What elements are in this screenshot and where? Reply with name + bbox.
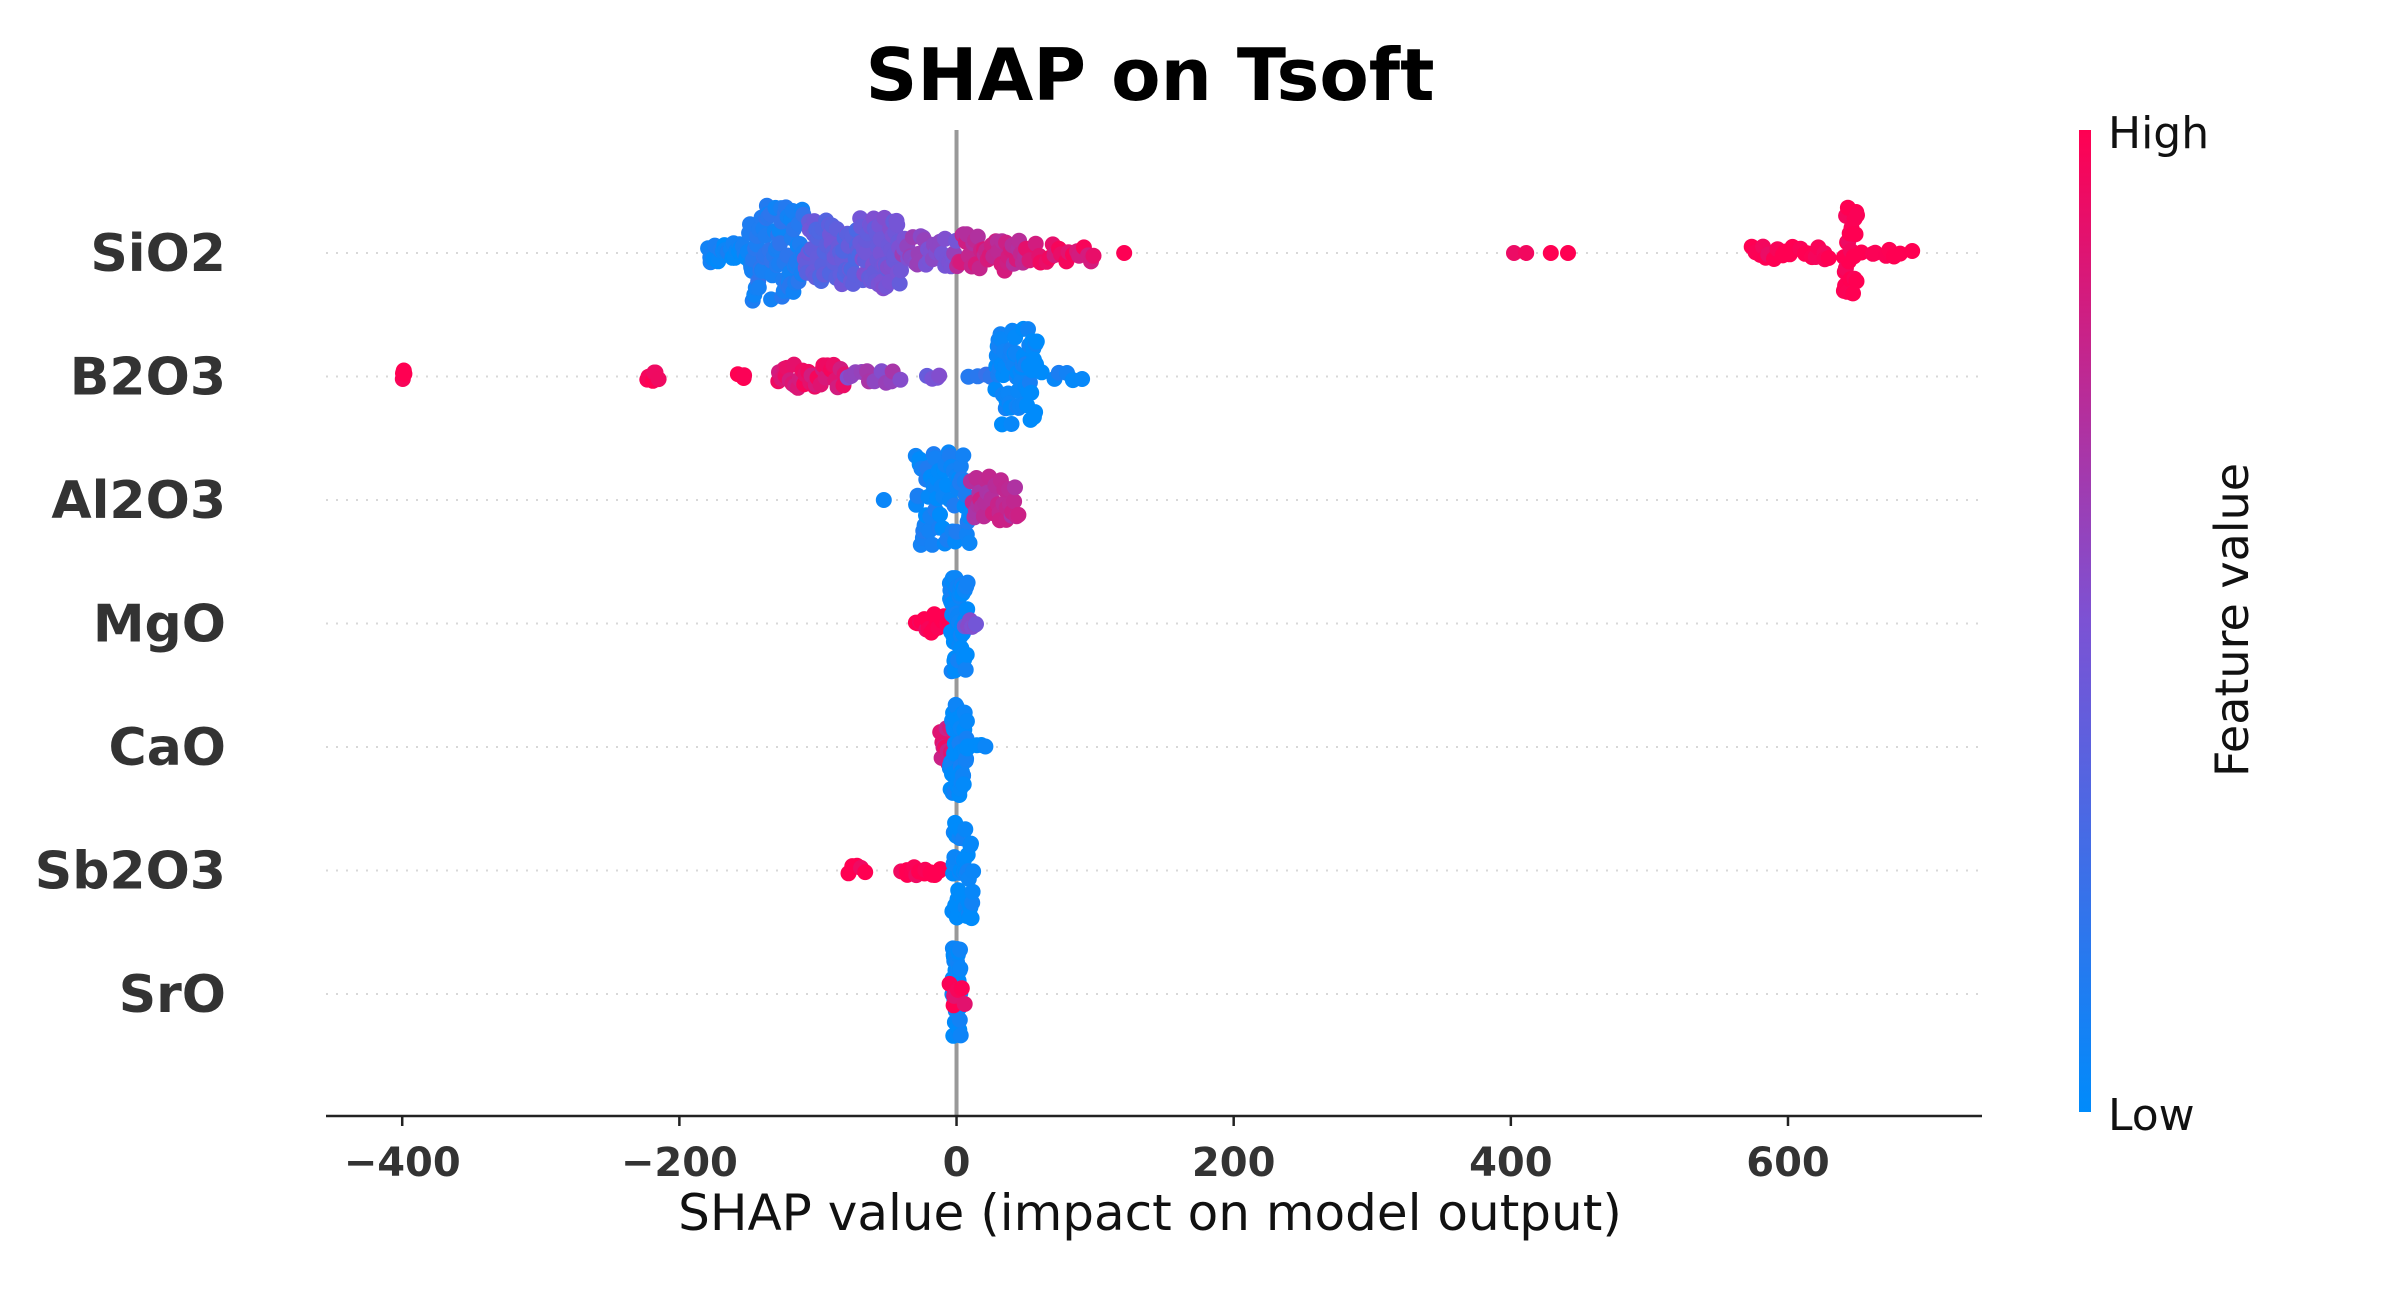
feature-label-sro: SrO: [119, 965, 226, 1025]
shap-point-sio2: [1027, 235, 1044, 252]
feature-label-sio2: SiO2: [90, 224, 226, 284]
shap-point-b2o3: [1033, 364, 1050, 381]
feature-label-b2o3: B2O3: [70, 348, 226, 408]
shap-point-sio2: [891, 275, 908, 292]
x-tick-label: 200: [1192, 1140, 1276, 1186]
shap-point-sio2: [1560, 245, 1576, 261]
shap-point-sb2o3: [957, 821, 974, 838]
shap-point-b2o3: [1027, 404, 1044, 421]
shap-point-al2o3: [924, 536, 941, 553]
x-tick-label: −400: [344, 1140, 461, 1186]
shap-point-al2o3: [932, 506, 948, 523]
shap-point-cao: [955, 776, 972, 793]
shap-point-sio2: [1904, 243, 1921, 259]
shap-point-sio2: [1542, 245, 1559, 261]
shap-point-cao: [977, 738, 994, 755]
shap-point-sio2: [858, 244, 874, 261]
shap-point-b2o3: [992, 331, 1009, 348]
shap-point-mgo: [968, 616, 984, 633]
shap-point-b2o3: [1074, 371, 1091, 387]
shap-point-sb2o3: [932, 861, 949, 878]
shap-point-al2o3: [961, 535, 978, 551]
chart-title: SHAP on Tsoft: [865, 33, 1434, 117]
x-tick-label: −200: [621, 1140, 738, 1186]
x-tick-label: 600: [1746, 1140, 1830, 1186]
x-tick-label: 400: [1469, 1140, 1553, 1186]
colorbar-title: Feature value: [2205, 463, 2259, 777]
shap-point-mgo: [958, 646, 975, 663]
shap-point-sb2o3: [963, 835, 979, 852]
shap-point-sb2o3: [964, 883, 981, 900]
shap-point-al2o3: [1010, 506, 1027, 523]
shap-point-al2o3: [875, 492, 892, 508]
shap-point-sio2: [893, 262, 909, 279]
shap-point-sio2: [1892, 245, 1909, 262]
shap-point-b2o3: [931, 367, 948, 384]
feature-label-sb2o3: Sb2O3: [35, 842, 226, 902]
row-gridlines: [326, 252, 1982, 995]
shap-point-b2o3: [1003, 416, 1020, 432]
shap-point-al2o3: [955, 447, 972, 464]
colorbar-high-label: High: [2108, 108, 2209, 159]
data-points: [394, 197, 1921, 1044]
shap-point-sio2: [969, 228, 986, 245]
shap-point-sro: [952, 941, 968, 958]
x-axis-ticks: −400 −200 0 200 400 600: [344, 1116, 1830, 1186]
shap-point-sb2o3: [963, 910, 980, 927]
feature-label-al2o3: Al2O3: [51, 471, 226, 531]
x-tick-label: 0: [943, 1140, 971, 1186]
colorbar-low-label: Low: [2108, 1090, 2195, 1141]
shap-point-al2o3: [1006, 493, 1023, 510]
shap-point-cao: [958, 713, 975, 730]
shap-point-sio2: [1849, 207, 1865, 224]
shap-point-sro: [951, 1011, 968, 1028]
shap-point-sro: [952, 1027, 969, 1044]
x-axis-label: SHAP value (impact on model output): [678, 1184, 1622, 1242]
shap-point-sio2: [1845, 285, 1861, 302]
shap-point-sio2: [1853, 244, 1870, 261]
shap-point-sro: [952, 960, 969, 977]
shap-point-sio2: [1820, 250, 1837, 266]
shap-point-b2o3: [736, 367, 753, 384]
shap-point-sio2: [750, 279, 767, 296]
shap-point-mgo: [959, 574, 976, 591]
feature-label-mgo: MgO: [93, 595, 226, 655]
shap-point-sb2o3: [857, 864, 874, 881]
shap-point-sio2: [1847, 226, 1864, 243]
shap-point-sio2: [1085, 247, 1102, 264]
shap-point-b2o3: [650, 371, 667, 388]
shap-point-b2o3: [892, 371, 909, 388]
shap-point-sro: [956, 996, 973, 1012]
feature-labels: SiO2 B2O3 Al2O3 MgO CaO Sb2O3 SrO: [35, 224, 226, 1025]
colorbar: [2079, 130, 2091, 1112]
shap-point-sio2: [1116, 245, 1133, 261]
shap-point-sio2: [889, 216, 906, 233]
shap-point-al2o3: [1007, 479, 1023, 496]
feature-label-cao: CaO: [109, 718, 226, 778]
shap-point-sio2: [1848, 273, 1865, 290]
shap-point-sro: [953, 980, 970, 997]
shap-point-mgo: [957, 661, 974, 678]
shap-point-b2o3: [1028, 333, 1045, 350]
shap-point-sb2o3: [965, 863, 982, 880]
shap-point-sio2: [1506, 245, 1522, 261]
shap-point-b2o3: [396, 365, 413, 382]
shap-point-b2o3: [1023, 384, 1040, 401]
shap-point-sio2: [1518, 245, 1535, 261]
shap-point-b2o3: [1020, 321, 1036, 338]
